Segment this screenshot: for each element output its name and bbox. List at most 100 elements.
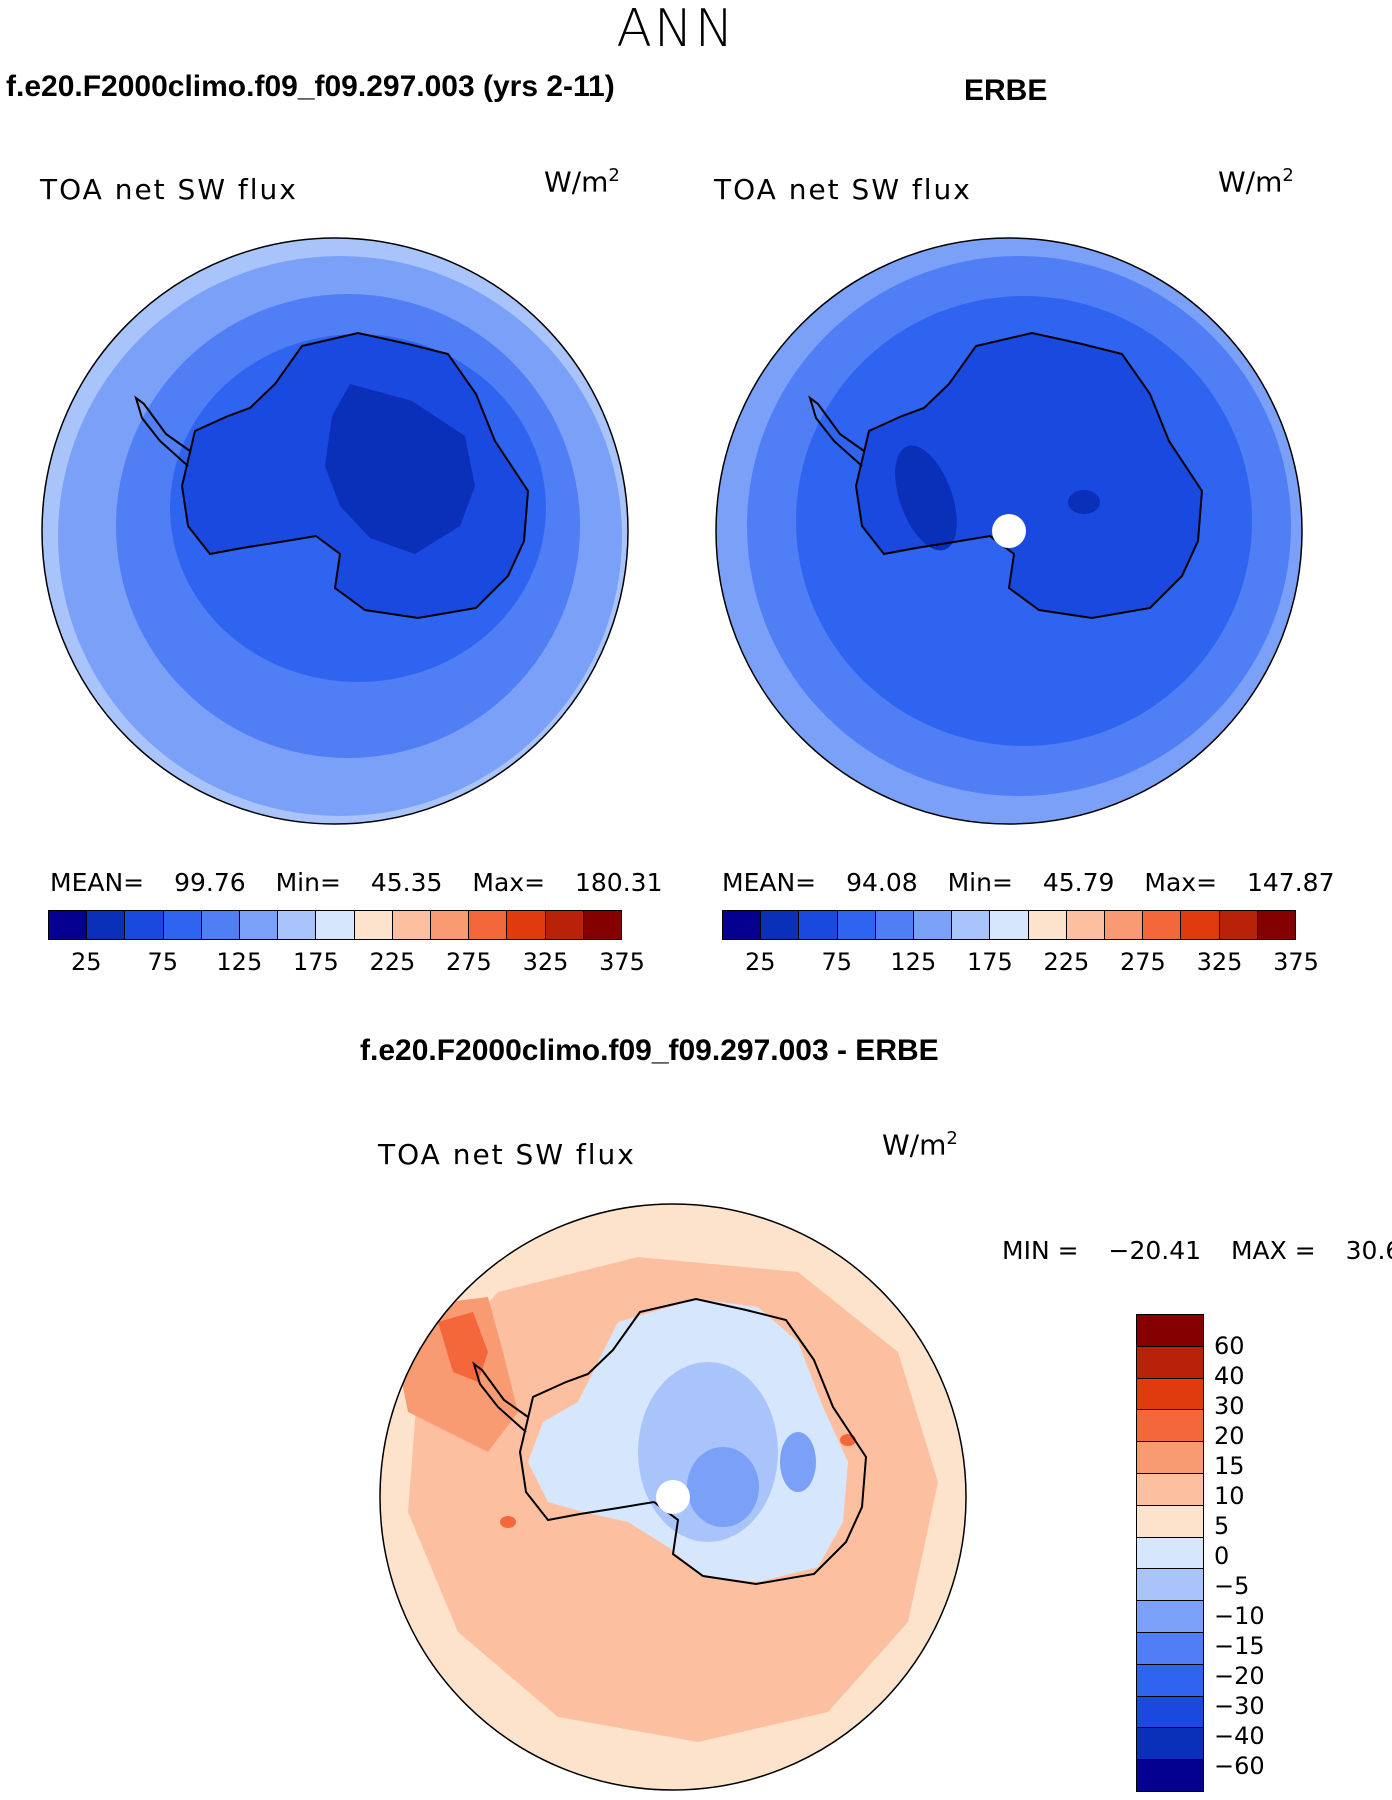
obs-coastline	[854, 331, 1204, 620]
diff-tick-10: −15	[1214, 1632, 1265, 1660]
model-interior-fill	[325, 384, 475, 554]
obs-max-value: 147.87	[1247, 868, 1335, 897]
model-colorbar-swatch	[354, 911, 393, 939]
obs-colorbar-swatch	[952, 911, 991, 939]
model-colorbar-swatch	[240, 911, 279, 939]
model-colorbar-swatch	[87, 911, 126, 939]
obs-polar-map	[715, 237, 1303, 825]
obs-colorbar-swatch	[990, 911, 1029, 939]
model-colorbar-swatch	[49, 911, 88, 939]
obs-stats: MEAN= 94.08 Min= 45.79 Max= 147.87	[722, 868, 1335, 897]
model-colorbar-swatch	[469, 911, 508, 939]
obs-tick-2: 125	[890, 948, 937, 976]
model-panel-title: f.e20.F2000climo.f09_f09.297.003 (yrs 2-…	[6, 70, 615, 103]
diff-tick-0: 60	[1214, 1332, 1245, 1360]
diff-neg-patch-3	[780, 1432, 816, 1492]
model-colorbar-swatch	[431, 911, 470, 939]
diff-colorbar-swatch	[1137, 1728, 1203, 1761]
diff-pos-spot-2	[500, 1516, 516, 1528]
diff-colorbar-swatch	[1137, 1664, 1203, 1697]
obs-tick-1: 75	[821, 948, 853, 976]
obs-min-value: 45.79	[1042, 868, 1115, 897]
obs-colorbar-ticks: 25 75 125 175 225 275 325 375	[722, 948, 1319, 978]
model-tick-2: 125	[216, 948, 263, 976]
obs-low-patch-1	[895, 445, 957, 551]
obs-tick-6: 325	[1196, 948, 1243, 976]
model-colorbar-swatch	[163, 911, 202, 939]
diff-coastline	[518, 1297, 868, 1586]
obs-colorbar-swatch	[837, 911, 876, 939]
obs-colorbar-swatch	[914, 911, 953, 939]
diff-tick-9: −10	[1214, 1602, 1265, 1630]
diff-colorbar-swatch	[1137, 1315, 1203, 1347]
diff-tick-7: 0	[1214, 1542, 1230, 1570]
diff-tick-2: 30	[1214, 1392, 1245, 1420]
model-tick-4: 225	[369, 948, 416, 976]
model-variable-label: TOA net SW flux	[40, 173, 298, 206]
diff-stats: MIN = −20.41 MAX = 30.65	[1002, 1236, 1392, 1265]
diff-tick-1: 40	[1214, 1362, 1245, 1390]
obs-variable-label: TOA net SW flux	[714, 173, 972, 206]
diff-min-value: −20.41	[1108, 1236, 1202, 1265]
model-polar-map	[41, 237, 629, 825]
model-colorbar-swatch	[316, 911, 355, 939]
model-tick-5: 275	[446, 948, 492, 976]
obs-tick-4: 225	[1043, 948, 1090, 976]
obs-colorbar-swatch	[1066, 911, 1106, 939]
diff-colorbar	[1136, 1314, 1204, 1792]
obs-panel-title: ERBE	[964, 74, 1048, 107]
obs-colorbar-swatch	[1105, 911, 1144, 939]
obs-colorbar-swatch	[1181, 911, 1220, 939]
diff-colorbar-swatch	[1137, 1410, 1203, 1443]
model-max-value: 180.31	[575, 868, 663, 897]
obs-peninsula	[808, 395, 865, 467]
diff-tick-6: 5	[1214, 1512, 1230, 1540]
obs-colorbar-swatch	[1257, 911, 1296, 939]
obs-colorbar-swatch	[875, 911, 915, 939]
model-colorbar-swatch	[201, 911, 241, 939]
diff-tick-13: −40	[1214, 1722, 1265, 1750]
diff-colorbar-swatch	[1137, 1601, 1203, 1633]
diff-tick-12: −30	[1214, 1692, 1265, 1720]
diff-colorbar-swatch	[1137, 1505, 1203, 1538]
model-colorbar-swatch	[507, 911, 546, 939]
model-colorbar-swatch	[125, 911, 164, 939]
model-tick-7: 375	[599, 948, 645, 976]
diff-colorbar-swatch	[1137, 1632, 1203, 1665]
diff-colorbar-swatch	[1137, 1569, 1203, 1602]
model-peninsula	[134, 395, 191, 467]
obs-units-label: W/m2	[1218, 165, 1294, 199]
figure-title: ANN	[616, 0, 736, 59]
obs-tick-7: 375	[1273, 948, 1319, 976]
diff-variable-label: TOA net SW flux	[378, 1138, 636, 1171]
obs-mean-value: 94.08	[846, 868, 918, 897]
obs-low-patch-2	[1068, 490, 1100, 514]
model-mean-value: 99.76	[174, 868, 246, 897]
diff-colorbar-swatch	[1137, 1696, 1203, 1729]
obs-colorbar-swatch	[1028, 911, 1067, 939]
model-tick-3: 175	[292, 948, 339, 976]
model-colorbar-swatch	[545, 911, 584, 939]
model-stats: MEAN= 99.76 Min= 45.35 Max= 180.31	[50, 868, 663, 897]
diff-colorbar-swatch	[1137, 1442, 1203, 1474]
obs-tick-0: 25	[745, 948, 776, 976]
diff-tick-8: −5	[1214, 1572, 1250, 1600]
obs-colorbar-swatch	[723, 911, 762, 939]
model-tick-1: 75	[147, 948, 179, 976]
diff-polar-map	[379, 1203, 967, 1791]
diff-tick-3: 20	[1214, 1422, 1245, 1450]
obs-missing-pole	[992, 514, 1026, 548]
diff-neg-patch-2	[687, 1447, 759, 1527]
diff-colorbar-swatch	[1137, 1537, 1203, 1570]
model-map-border	[41, 237, 629, 825]
model-colorbar-ticks: 25 75 125 175 225 275 325 375	[48, 948, 645, 978]
obs-tick-5: 275	[1120, 948, 1166, 976]
diff-tick-5: 10	[1214, 1482, 1245, 1510]
obs-colorbar-swatch	[1219, 911, 1258, 939]
diff-colorbar-swatch	[1137, 1473, 1203, 1506]
obs-tick-3: 175	[966, 948, 1013, 976]
diff-peninsula	[472, 1361, 529, 1433]
diff-panel-title: f.e20.F2000climo.f09_f09.297.003 - ERBE	[360, 1034, 939, 1067]
diff-colorbar-swatch	[1137, 1346, 1203, 1379]
model-colorbar-swatch	[583, 911, 622, 939]
